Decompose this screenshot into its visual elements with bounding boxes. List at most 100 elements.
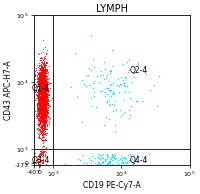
Point (42, 97, 45, 100)
Point (39, 103, 43, 106)
Point (46, 103, 49, 106)
Point (43, 89, 46, 92)
Point (129, 153, 132, 156)
Point (43, 85, 46, 88)
Point (41, 110, 44, 113)
Point (39, 94, 43, 97)
Point (44, 62, 47, 65)
Point (37, 124, 40, 127)
Point (41, 88, 44, 91)
Point (44, 106, 48, 109)
Point (108, 90, 112, 93)
Point (38, 80, 42, 83)
Point (41, 95, 45, 98)
Point (42, 112, 45, 115)
Point (45, 85, 48, 88)
Point (41, 107, 44, 110)
Point (42, 111, 45, 114)
Point (134, 100, 137, 103)
Point (36, 121, 39, 124)
Point (43, 83, 47, 86)
Point (63, 162, 66, 165)
Point (45, 84, 48, 87)
Point (46, 100, 49, 103)
Point (44, 146, 48, 150)
Point (38, 114, 41, 118)
Point (39, 101, 43, 104)
Point (42, 56, 45, 59)
Point (38, 88, 41, 91)
Point (38, 109, 42, 113)
Point (40, 101, 44, 104)
Point (45, 94, 48, 97)
Point (40, 129, 43, 133)
Point (44, 90, 48, 93)
Point (43, 68, 46, 71)
Point (44, 103, 47, 106)
Point (105, 162, 108, 165)
Point (38, 84, 41, 87)
Point (42, 100, 45, 103)
Point (39, 98, 42, 101)
Point (43, 107, 47, 110)
Point (44, 64, 48, 67)
Point (117, 162, 121, 165)
Point (40, 75, 43, 78)
Point (42, 98, 45, 101)
Point (41, 94, 44, 97)
Point (43, 107, 47, 111)
Point (40, 82, 43, 85)
Point (40, 70, 43, 74)
Point (42, 73, 45, 76)
Point (38, 80, 41, 83)
Point (44, 114, 48, 117)
Point (42, 56, 46, 59)
Point (41, 69, 44, 72)
Point (40, 99, 43, 102)
Point (42, 111, 46, 114)
Point (39, 104, 42, 107)
Point (39, 101, 42, 105)
Point (39, 100, 42, 103)
Point (41, 74, 44, 77)
Point (42, 94, 45, 97)
Point (44, 74, 47, 77)
Point (40, 151, 43, 154)
Point (40, 129, 44, 132)
Point (38, 110, 41, 113)
Point (44, 111, 47, 114)
Point (40, 92, 43, 95)
Point (42, 100, 46, 103)
Point (41, 109, 45, 112)
Point (40, 104, 43, 107)
Point (42, 99, 45, 102)
Point (41, 94, 44, 97)
Point (45, 124, 48, 127)
Point (40, 159, 43, 162)
Point (42, 96, 45, 100)
Point (43, 102, 46, 106)
Point (41, 85, 44, 88)
Point (85, 75, 88, 78)
Point (109, 69, 113, 73)
Point (39, 112, 42, 115)
Point (39, 104, 43, 107)
Point (42, 97, 46, 100)
Point (43, 118, 47, 121)
Point (39, 96, 43, 99)
Point (38, 98, 41, 101)
Point (43, 70, 47, 73)
Point (39, 81, 42, 85)
Point (102, 156, 105, 159)
Point (45, 85, 48, 88)
Point (42, 87, 45, 90)
Point (40, 110, 43, 113)
Point (38, 92, 41, 95)
Point (39, 97, 43, 100)
Point (40, 87, 43, 90)
Point (42, 84, 45, 87)
Point (43, 87, 46, 90)
Point (40, 100, 43, 103)
Point (37, 82, 41, 85)
Point (40, 97, 43, 100)
